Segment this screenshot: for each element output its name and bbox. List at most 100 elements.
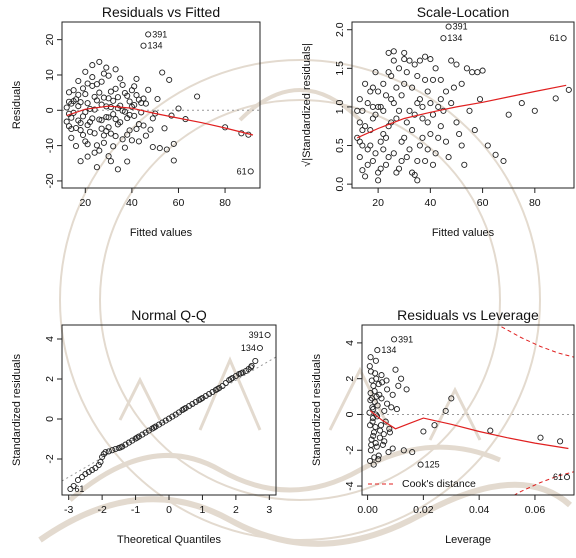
data-point — [119, 136, 126, 143]
data-point — [75, 77, 82, 85]
data-point — [385, 69, 392, 76]
data-point — [367, 422, 374, 429]
data-point — [135, 96, 142, 103]
data-point — [122, 441, 129, 448]
data-point — [380, 431, 387, 438]
data-point — [139, 431, 146, 438]
y-tick-label: 0 — [44, 107, 56, 113]
data-point — [386, 425, 393, 432]
x-tick-label: 0.00 — [357, 504, 378, 516]
data-point — [140, 122, 147, 129]
data-point — [107, 130, 114, 137]
y-tick-label: 2 — [44, 376, 56, 382]
data-point — [385, 49, 392, 56]
plot-frame — [61, 21, 261, 189]
data-point — [400, 447, 407, 454]
data-point — [93, 164, 100, 171]
data-point — [63, 118, 70, 125]
data-point — [128, 87, 135, 94]
data-point — [70, 98, 77, 105]
data-point — [461, 161, 468, 168]
data-point — [117, 75, 124, 82]
data-point — [79, 85, 87, 92]
data-point — [237, 370, 244, 377]
data-point — [128, 137, 135, 144]
data-point — [420, 428, 427, 435]
data-point — [437, 76, 444, 83]
data-point — [458, 80, 465, 87]
data-point — [382, 134, 390, 141]
y-tick-label: 2 — [344, 376, 356, 382]
data-point — [192, 398, 199, 406]
watermark-seal — [38, 59, 573, 547]
data-point — [442, 407, 449, 414]
data-point — [72, 142, 80, 150]
data-point — [129, 437, 136, 444]
point-label: 134 — [241, 343, 256, 353]
data-point — [373, 375, 380, 382]
data-point — [147, 126, 154, 133]
data-point — [126, 98, 133, 105]
point-label: 61 — [550, 33, 560, 43]
x-tick-label: 20 — [79, 197, 91, 209]
data-point — [456, 130, 463, 138]
data-point — [222, 379, 229, 387]
data-point — [256, 344, 263, 352]
data-point — [150, 424, 158, 431]
data-point — [450, 84, 457, 91]
data-point — [401, 56, 408, 63]
data-point — [159, 419, 166, 426]
data-point — [437, 96, 444, 103]
y-tick-label: -2 — [44, 454, 56, 463]
data-point — [170, 157, 177, 164]
data-point — [422, 53, 429, 60]
data-point — [393, 84, 400, 91]
data-point — [359, 107, 366, 114]
data-point — [401, 80, 408, 87]
data-point — [89, 74, 96, 81]
data-point — [369, 103, 376, 110]
data-point — [471, 127, 478, 134]
data-point — [505, 111, 512, 118]
data-point — [110, 143, 117, 150]
data-point — [362, 80, 369, 87]
data-point — [186, 402, 193, 410]
data-point — [75, 103, 82, 110]
data-point — [82, 470, 89, 478]
data-point — [398, 375, 405, 382]
data-point — [128, 103, 135, 110]
y-tick-label: 4 — [344, 340, 356, 346]
data-point — [229, 374, 236, 382]
data-point — [435, 134, 442, 141]
point-label: 134 — [447, 33, 462, 43]
data-point — [424, 119, 431, 126]
data-point — [432, 150, 439, 157]
x-tick-label: -2 — [97, 504, 106, 516]
data-point — [381, 438, 388, 445]
data-point — [95, 461, 102, 469]
data-point — [429, 111, 437, 118]
y-tick-label: 0 — [44, 416, 56, 422]
plot-area — [62, 331, 276, 493]
point-label: 391 — [398, 334, 413, 344]
data-point — [377, 422, 385, 429]
data-point — [159, 69, 166, 76]
data-point — [65, 89, 73, 96]
x-tick-label: 80 — [219, 197, 231, 209]
data-point — [388, 404, 395, 411]
data-point — [395, 382, 402, 389]
plot-title: Residuals vs Fitted — [102, 4, 220, 20]
data-point — [105, 114, 112, 121]
data-point — [202, 392, 209, 400]
data-point — [103, 64, 110, 71]
data-point — [393, 169, 400, 176]
data-point — [152, 423, 159, 430]
data-point — [375, 88, 382, 95]
data-point — [119, 107, 126, 114]
data-point — [142, 132, 149, 139]
data-point — [409, 169, 416, 176]
data-point — [435, 103, 442, 110]
data-point — [356, 119, 363, 126]
data-point — [448, 100, 455, 107]
data-point — [445, 23, 452, 30]
